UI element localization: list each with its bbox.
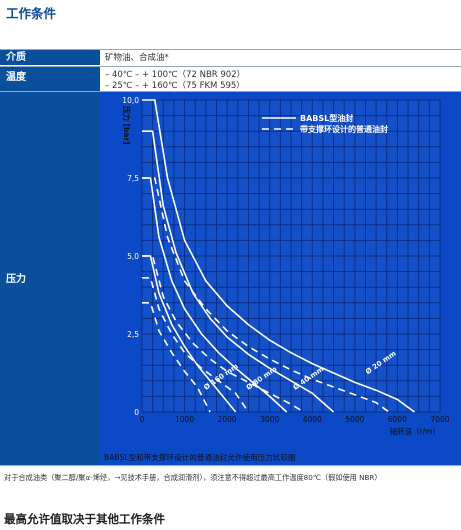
x-tick-label: 2000	[218, 415, 237, 424]
series-line-4	[142, 255, 305, 413]
footnote: 对于合成油类（聚二醇/聚α-烯烃，→见技术手册，合成润滑剂），须注意不得超过最高…	[4, 473, 382, 482]
y-tick-label: 7,5	[127, 174, 139, 183]
row-divider	[0, 91, 461, 92]
chart-grid	[141, 99, 441, 413]
section-heading: 最高允许值取决于其他工作条件	[4, 512, 165, 526]
row-label-medium: 介质	[0, 50, 100, 65]
legend-label: BABSL型油封	[300, 113, 353, 123]
medium-value: 矿物油、合成油*	[105, 53, 169, 63]
x-axis-label: 轴转速（r/m）	[390, 426, 440, 436]
temperature-line-1: – 40℃ – + 100℃（72 NBR 902）	[105, 70, 246, 80]
y-tick-label: 5,0	[127, 252, 139, 261]
x-tick-label: 0	[140, 415, 145, 424]
series-line-7	[142, 255, 237, 413]
legend-label: 带支撑环设计的普通油封	[300, 124, 388, 134]
y-tick-label: 10,0	[122, 96, 139, 105]
series-line-8	[142, 302, 211, 413]
series-line-6	[142, 277, 250, 413]
x-tick-label: 6000	[388, 415, 407, 424]
x-tick-label: 7000	[430, 415, 449, 424]
pressure-chart: 0 1000 2000 3000 4000 5000 6000 7000 0 2,5 5,0 7,5 1…	[100, 92, 461, 465]
series-line-3	[142, 130, 335, 413]
series-line-5	[142, 177, 288, 413]
x-tick-label: 1000	[175, 415, 194, 424]
chart-caption: BABSL型和带支撑环设计的普通油封允许使用压力比较图	[104, 452, 296, 462]
chart-series	[142, 99, 415, 413]
temperature-line-2: – 25℃ – + 160℃（75 FKM 595）	[105, 81, 245, 91]
y-tick-label: 2,5	[127, 330, 139, 339]
row-label-pressure: 压力	[0, 92, 100, 465]
table-bottom-rule	[0, 465, 461, 466]
series-line-2	[142, 177, 390, 413]
chart-tick-labels: 0 1000 2000 3000 4000 5000 6000 7000 0 2,5 5,0 7,5 1…	[122, 96, 449, 424]
y-tick-label: 0	[134, 408, 139, 417]
row-label-temperature: 温度	[0, 67, 100, 91]
x-tick-label: 4000	[303, 415, 322, 424]
series-line-1	[142, 99, 415, 413]
table-top-rule	[0, 49, 461, 50]
x-tick-label: 5000	[345, 415, 364, 424]
page-title: 工作条件	[6, 6, 57, 21]
y-axis-label: 压力 [bar]	[122, 106, 132, 145]
x-tick-label: 3000	[260, 415, 279, 424]
row-divider	[0, 66, 461, 67]
